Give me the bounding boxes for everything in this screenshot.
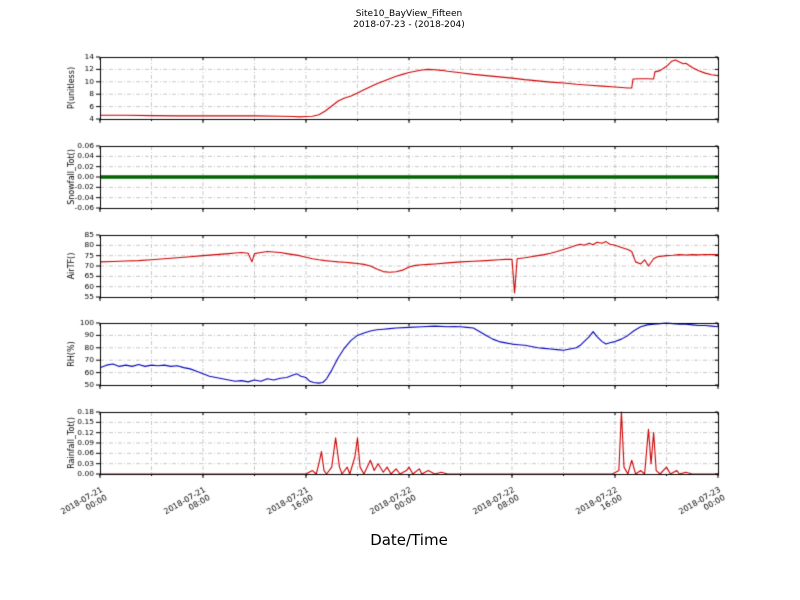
x-axis-title: Date/Time bbox=[370, 531, 448, 549]
figure-title-line2: 2018-07-23 - (2018-204) bbox=[353, 20, 465, 30]
figure-title-line1: Site10_BayView_Fifteen bbox=[355, 9, 463, 19]
figure-title: Site10_BayView_Fifteen 2018-07-23 - (201… bbox=[100, 9, 718, 31]
